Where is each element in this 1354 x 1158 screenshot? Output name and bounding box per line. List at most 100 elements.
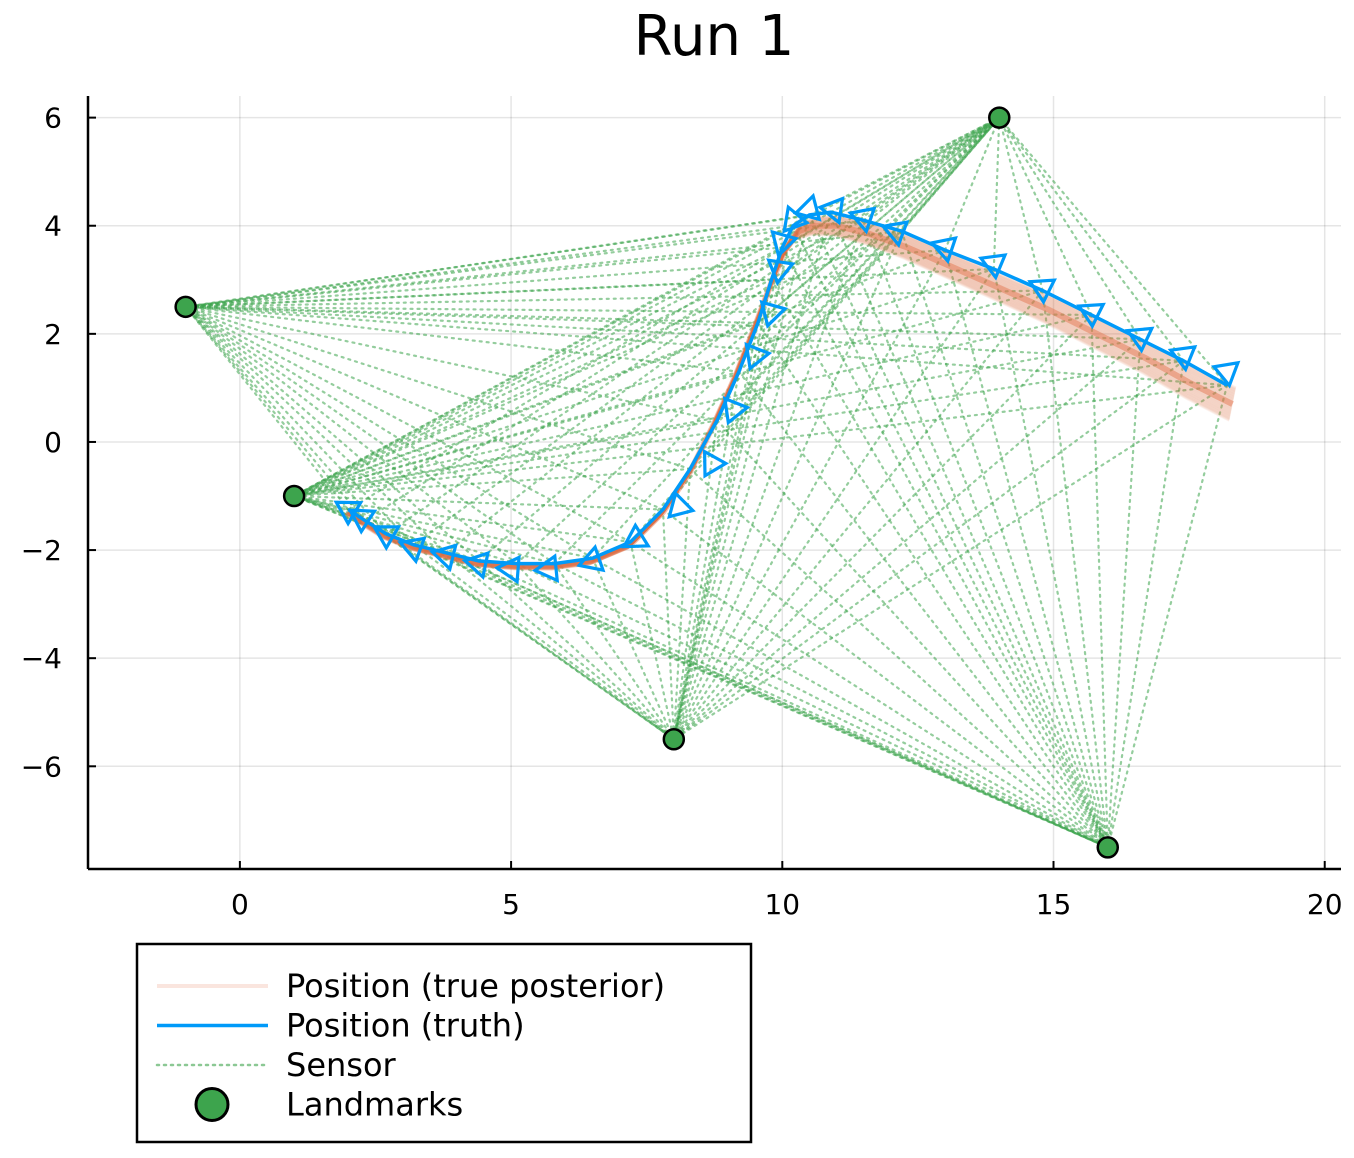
sensor-line <box>998 116 1093 317</box>
sensor-line <box>293 230 903 498</box>
sensor-line <box>672 419 719 741</box>
sensor-line <box>184 305 1142 341</box>
sensor-line <box>184 305 415 546</box>
sensor-line <box>900 230 1109 849</box>
landmark-marker <box>174 295 197 319</box>
heading-marker <box>1076 302 1106 330</box>
sensor-line <box>553 562 675 741</box>
heading-marker <box>816 196 845 226</box>
sensor-line <box>992 267 1109 849</box>
grid <box>88 96 1341 869</box>
sensor-line <box>184 219 865 308</box>
sensor-line <box>385 532 675 741</box>
x-tick-label: 10 <box>764 888 800 921</box>
sensor-line <box>385 116 1001 535</box>
sensor-line <box>781 116 1001 249</box>
y-tick-label: 2 <box>44 318 62 351</box>
sensor-line <box>293 313 1093 498</box>
heading-marker <box>1211 360 1241 389</box>
sensor-line <box>672 248 947 741</box>
sensor-line <box>412 543 1109 849</box>
posterior-line <box>344 231 1231 571</box>
sensor-line <box>998 116 1044 292</box>
sensor-line <box>943 248 1109 849</box>
heading-marker <box>722 395 751 426</box>
sensor-line <box>293 213 811 498</box>
y-tick-labels: −6 −4 −2 0 2 4 6 <box>21 102 96 783</box>
legend: Position (true posterior)Position (truth… <box>135 942 753 1144</box>
landmark-marker <box>1096 836 1120 859</box>
sensor-line <box>1106 384 1229 849</box>
sensor-line <box>1106 338 1142 849</box>
sensor-line <box>184 305 594 560</box>
heading-marker <box>759 299 789 329</box>
sensor-line <box>184 305 632 544</box>
sensor-line <box>862 116 1001 222</box>
sensor-line <box>293 384 1229 498</box>
heading-marker <box>493 554 521 585</box>
heading-marker <box>333 500 364 527</box>
sensor-line <box>672 230 903 741</box>
sensor-line <box>661 508 675 741</box>
legend-label: Sensor <box>286 1046 397 1084</box>
sensor-line <box>184 305 692 471</box>
heading-marker <box>977 253 1008 281</box>
sensor-line <box>184 248 947 308</box>
sensor-line <box>553 562 1109 849</box>
posterior-line <box>350 215 1237 566</box>
sensor-line <box>444 551 1109 849</box>
sensor-line <box>553 116 1001 565</box>
landmark-markers <box>174 106 1120 859</box>
sensor-line <box>591 557 1109 849</box>
landmark-marker <box>662 728 686 751</box>
sensor-line <box>672 289 1044 741</box>
sensor-line <box>591 116 1001 560</box>
legend-item: Position (true posterior) <box>157 967 665 1005</box>
sensor-line <box>477 559 675 741</box>
x-tick-label: 20 <box>1307 888 1343 921</box>
heading-marker <box>770 229 800 259</box>
heading-marker <box>1027 278 1057 306</box>
landmark-marker <box>988 106 1011 129</box>
sensor-line <box>515 562 675 741</box>
sensor-lines <box>184 116 1229 849</box>
sensor-line <box>184 305 388 535</box>
heading-marker <box>347 508 378 535</box>
sensor-line <box>363 519 1109 849</box>
sensor-line <box>184 305 1229 387</box>
sensor-line <box>672 359 1185 741</box>
sensor-line <box>672 213 811 741</box>
sensor-line <box>591 557 675 741</box>
truth-line <box>333 192 1241 585</box>
axes <box>86 96 1341 871</box>
legend-label: Landmarks <box>286 1086 463 1124</box>
sensor-line <box>347 116 1001 511</box>
sensor-line <box>756 321 1109 849</box>
sensor-line <box>830 116 1001 214</box>
sensor-line <box>184 305 518 565</box>
y-tick-label: 6 <box>44 102 62 135</box>
sensor-line <box>661 508 1109 849</box>
legend-item: Sensor <box>155 1046 397 1084</box>
sensor-line <box>992 116 1001 271</box>
x-tick-labels: 0 5 10 15 20 <box>231 861 1343 921</box>
sensor-line <box>515 562 1109 849</box>
sensor-line <box>1041 289 1109 849</box>
sensor-line <box>716 419 1109 849</box>
sensor-line <box>672 211 833 741</box>
sensor-line <box>412 543 675 741</box>
heading-marker <box>880 220 910 249</box>
sensor-line <box>293 494 665 511</box>
sensor-line <box>293 419 719 498</box>
sensor-line <box>293 246 784 498</box>
sensor-line <box>808 213 1109 849</box>
sensor-line <box>184 278 773 308</box>
sensor-line <box>293 219 865 498</box>
landmark-marker <box>282 484 306 508</box>
x-tick-label: 15 <box>1036 888 1072 921</box>
sensor-line <box>293 467 692 498</box>
sensor-line <box>770 116 1001 281</box>
heading-marker <box>792 192 822 222</box>
sensor-line <box>672 321 759 741</box>
